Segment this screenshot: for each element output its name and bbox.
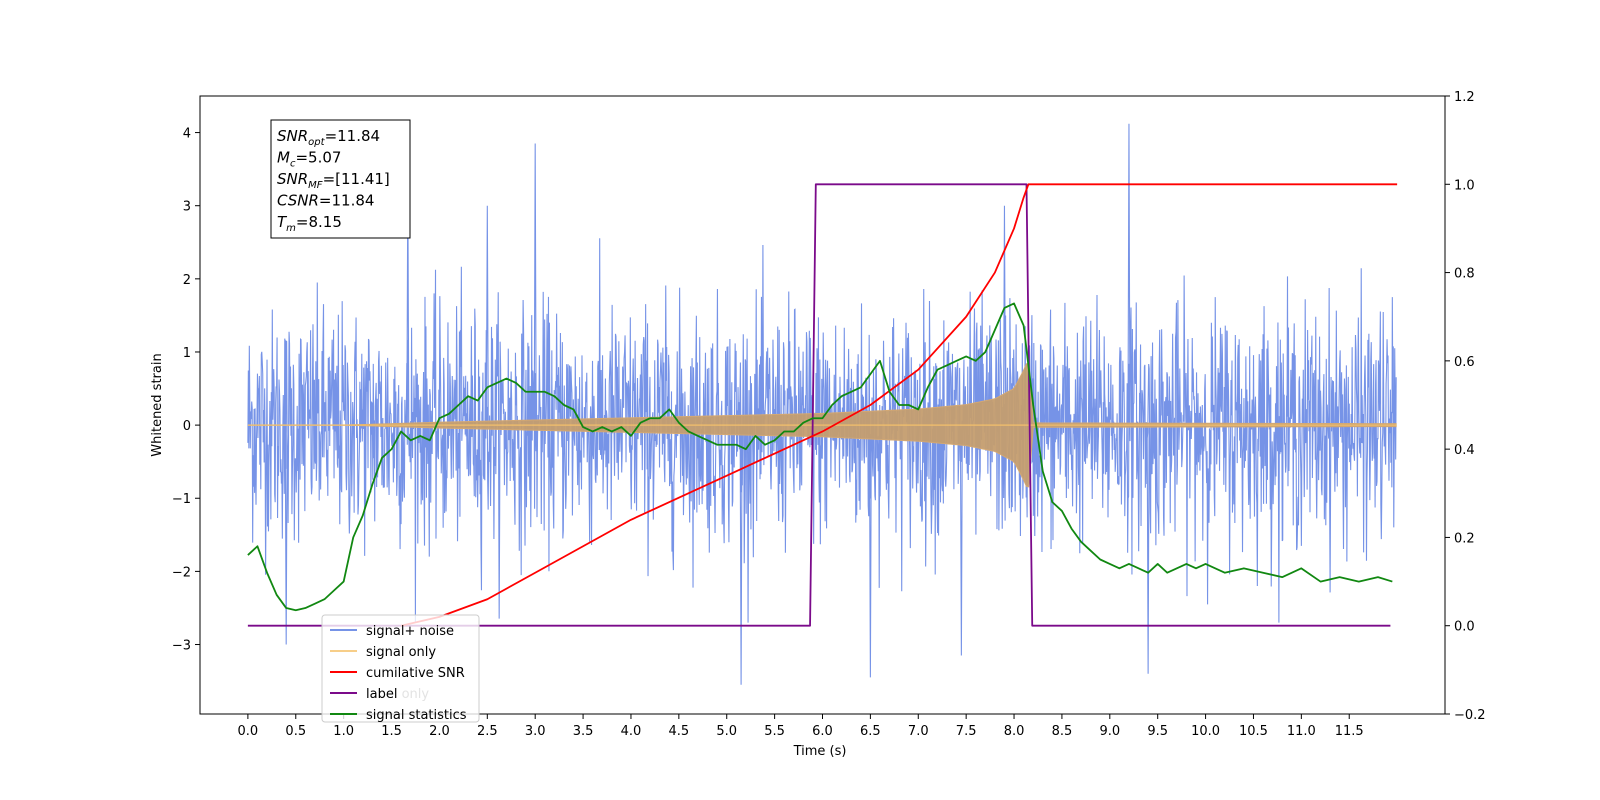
stats-box-line: SNRMF=[11.41] <box>277 170 390 191</box>
series-line-label <box>247 183 1391 627</box>
stats-box-line: SNRopt=11.84 <box>277 127 380 148</box>
y-tick-label: −1 <box>172 492 191 507</box>
legend-label: cumilative SNR <box>366 666 465 681</box>
y-tick-label: 4 <box>183 127 191 142</box>
x-tick-label: 2.0 <box>429 724 450 739</box>
x-tick-label: 10.0 <box>1191 724 1220 739</box>
y-tick-label: 3 <box>183 200 191 215</box>
x-tick-label: 8.0 <box>1004 724 1025 739</box>
y-axis-ticks: −3 −2 −1 0 1 2 3 4 <box>172 127 200 654</box>
y2-tick-label: −0.2 <box>1454 708 1486 723</box>
x-tick-label: 1.5 <box>381 724 402 739</box>
y-tick-label: 1 <box>183 346 191 361</box>
stats-box-line: Mc=5.07 <box>277 149 341 170</box>
y-tick-label: 2 <box>183 273 191 288</box>
stats-box: SNRopt=11.84Mc=5.07SNRMF=[11.41]CSNR=11.… <box>270 119 411 239</box>
signal-only-series <box>247 362 1397 488</box>
legend-label: signal+ noise <box>366 624 454 639</box>
y2-tick-label: 0.4 <box>1454 443 1475 458</box>
x-tick-label: 2.5 <box>477 724 498 739</box>
x-tick-label: 4.5 <box>669 724 690 739</box>
x-tick-label: 10.5 <box>1239 724 1268 739</box>
x-tick-label: 5.5 <box>764 724 785 739</box>
x-tick-label: 11.5 <box>1335 724 1364 739</box>
y2-tick-label: 0.8 <box>1454 267 1475 282</box>
x-tick-label: 3.5 <box>573 724 594 739</box>
series-line-cumilative-snr <box>400 183 1398 627</box>
y-tick-label: 0 <box>183 419 191 434</box>
stats-box-line: Tm=8.15 <box>277 213 342 234</box>
legend-label: signal statistics <box>366 708 467 723</box>
legend-label: signal only <box>366 645 436 660</box>
x-tick-label: 11.0 <box>1287 724 1316 739</box>
x-axis-ticks: 0.0 0.5 1.0 1.5 2.0 2.5 3.0 3.5 4.0 4.5 5.0 5.5 6.0 6… <box>238 714 1364 739</box>
legend-label: label <box>366 687 397 702</box>
y2-tick-label: 0.6 <box>1454 355 1475 370</box>
x-tick-label: 4.0 <box>621 724 642 739</box>
x-tick-label: 7.5 <box>956 724 977 739</box>
x-tick-label: 6.5 <box>860 724 881 739</box>
y-tick-label: −2 <box>172 565 191 580</box>
y2-tick-label: 1.2 <box>1454 90 1475 105</box>
series-line-signal-statistics <box>247 302 1393 612</box>
x-tick-label: 6.0 <box>812 724 833 739</box>
x-tick-label: 7.0 <box>908 724 929 739</box>
x-tick-label: 8.5 <box>1052 724 1073 739</box>
x-tick-label: 5.0 <box>716 724 737 739</box>
legend-frame <box>321 614 480 723</box>
line-series <box>247 183 1398 627</box>
legend: label only signal+ noise signal only cumila… <box>321 614 480 723</box>
x-tick-label: 0.5 <box>285 724 306 739</box>
y2-axis-ticks: −0.2 0.0 0.2 0.4 0.6 0.8 1.0 1.2 <box>1445 90 1486 723</box>
x-axis-label: Time (s) <box>793 744 847 759</box>
y-axis-label: Whitened strain <box>150 353 165 456</box>
x-tick-label: 0.0 <box>238 724 259 739</box>
x-tick-label: 9.0 <box>1099 724 1120 739</box>
x-tick-label: 1.0 <box>333 724 354 739</box>
y2-tick-label: 0.2 <box>1454 531 1475 546</box>
x-tick-label: 9.5 <box>1147 724 1168 739</box>
y-tick-label: −3 <box>172 639 191 654</box>
stats-box-line: CSNR=11.84 <box>277 192 374 210</box>
y2-tick-label: 0.0 <box>1454 620 1475 635</box>
legend-label-ghost: label only <box>366 687 429 702</box>
stats-box-frame <box>270 119 411 239</box>
y2-tick-label: 1.0 <box>1454 178 1475 193</box>
x-tick-label: 3.0 <box>525 724 546 739</box>
